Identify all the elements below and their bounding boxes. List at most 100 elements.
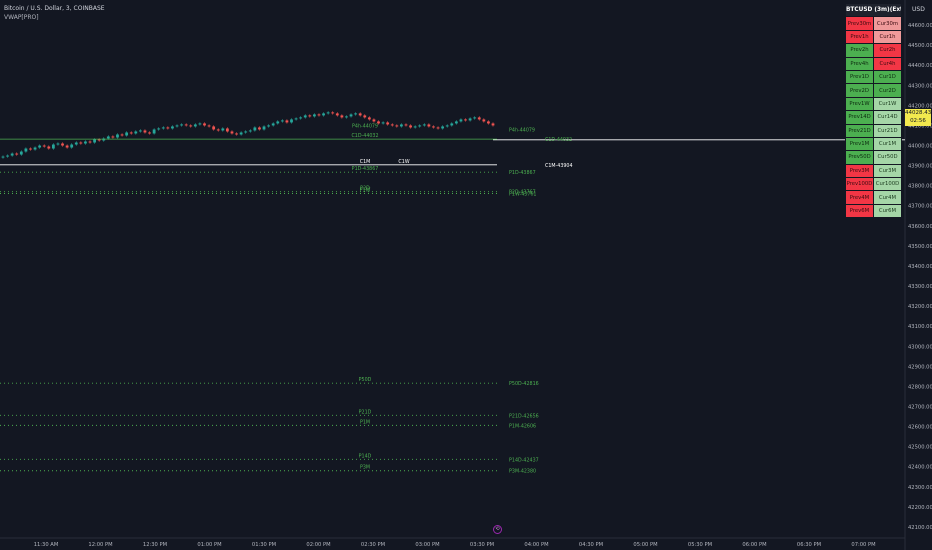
- candle-body: [413, 126, 417, 128]
- candle-body: [322, 113, 325, 116]
- candle-body: [93, 139, 96, 143]
- candle-body: [404, 124, 408, 126]
- chart-legend: Bitcoin / U.S. Dollar, 3, COINBASE VWAP[…: [4, 4, 105, 22]
- level-mid-label: C1D-44032: [351, 133, 378, 139]
- candle-body: [51, 144, 55, 149]
- candle-body: [143, 130, 147, 133]
- candle-body: [15, 153, 19, 155]
- candle-body: [326, 112, 330, 114]
- candle-body: [468, 118, 472, 121]
- x-tick-label: 01:30 PM: [252, 542, 276, 548]
- candle-body: [6, 155, 9, 157]
- replay-icon[interactable]: ⟲: [493, 525, 502, 534]
- candle-body: [285, 120, 289, 123]
- y-tick-label: 42800.00: [908, 384, 932, 390]
- x-tick-label: 06:00 PM: [742, 542, 766, 548]
- candle-body: [171, 126, 174, 129]
- candle-body: [24, 148, 28, 152]
- candle-body: [267, 125, 271, 127]
- vwap-status-table: BTCUSD (3m)(Ext) Prev30m Cur30m Prev1h Cur1…: [845, 2, 902, 219]
- candle-body: [400, 124, 403, 127]
- cur-cell: Cur4M: [873, 190, 902, 205]
- y-tick-label: 44100.00: [908, 123, 932, 129]
- currency-label[interactable]: USD: [912, 6, 925, 13]
- level-right-label: C1D-44032: [545, 137, 572, 143]
- candle-body: [372, 119, 376, 122]
- candle-body: [276, 121, 280, 124]
- candle-body: [335, 113, 339, 116]
- candle-body: [377, 121, 380, 124]
- candle-body: [432, 126, 435, 128]
- cur-cell: Cur2h: [873, 43, 902, 58]
- x-tick-label: 04:30 PM: [579, 542, 603, 548]
- candle-body: [175, 125, 179, 127]
- candle-body: [280, 120, 284, 122]
- candle-body: [317, 114, 321, 116]
- cur-cell: Cur21D: [873, 123, 902, 138]
- prev-cell: Prev21D: [845, 123, 874, 138]
- prev-cell: Prev1D: [845, 69, 874, 85]
- candle-body: [340, 115, 344, 118]
- level-right-label: P1M-42606: [509, 423, 536, 429]
- candle-body: [409, 125, 412, 128]
- y-tick-label: 43500.00: [908, 244, 932, 250]
- candle-body: [395, 125, 399, 127]
- candle-body: [38, 145, 42, 148]
- candle-body: [363, 115, 367, 118]
- cur-cell: Cur2D: [873, 83, 902, 98]
- candle-body: [445, 125, 449, 127]
- y-tick-label: 43900.00: [908, 164, 932, 170]
- table-row: Prev14D Cur14D: [845, 110, 902, 125]
- x-tick-label: 12:30 PM: [143, 542, 167, 548]
- level-right-label: P1W-43761: [509, 191, 536, 197]
- candle-body: [345, 116, 348, 118]
- table-row: Prev1h Cur1h: [845, 29, 902, 45]
- candle-body: [459, 119, 463, 122]
- table-row: Prev30m Cur30m: [845, 16, 902, 31]
- level-right-label: P2D-43767: [509, 190, 536, 196]
- y-tick-label: 44200.00: [908, 103, 932, 109]
- level-mid-label: C1M: [360, 159, 371, 165]
- table-row: Prev50D Cur50D: [845, 150, 902, 165]
- candle-body: [418, 125, 422, 127]
- level-right-label: P14D-42437: [509, 457, 539, 463]
- x-tick-label: 02:00 PM: [306, 542, 330, 548]
- candle-body: [244, 131, 248, 133]
- candle-body: [331, 112, 335, 114]
- cur-cell: Cur100D: [873, 177, 902, 192]
- x-tick-label: 03:30 PM: [470, 542, 494, 548]
- level-mid-label: P1W: [360, 187, 371, 193]
- y-tick-label: 44600.00: [908, 23, 932, 29]
- candle-body: [225, 128, 229, 132]
- candle-body: [491, 123, 495, 126]
- candle-body: [308, 115, 312, 117]
- candle-body: [198, 123, 202, 125]
- level-right-label: C1M-43904: [545, 163, 573, 169]
- y-tick-label: 43400.00: [908, 264, 932, 270]
- y-tick-label: 42200.00: [908, 505, 932, 511]
- table-row: Prev3M Cur3M: [845, 163, 902, 179]
- table-row: Prev4h Cur4h: [845, 56, 902, 71]
- candle-body: [189, 125, 193, 127]
- candle-body: [477, 117, 481, 120]
- candle-body: [290, 119, 293, 123]
- candle-body: [42, 145, 46, 147]
- prev-cell: Prev14D: [845, 110, 874, 125]
- candle-body: [294, 118, 298, 120]
- candle-body: [349, 114, 353, 117]
- candle-body: [216, 129, 220, 131]
- cur-cell: Cur3M: [873, 163, 902, 179]
- candle-body: [303, 115, 307, 118]
- candle-body: [65, 145, 69, 148]
- level-mid-label: P2D: [360, 186, 370, 192]
- table-row: Prev6M Cur6M: [845, 203, 902, 219]
- candle-body: [129, 132, 133, 134]
- candle-body: [157, 128, 161, 130]
- indicator-name: VWAP[PRO]: [4, 14, 39, 21]
- candle-body: [473, 117, 477, 119]
- candle-body: [111, 136, 115, 138]
- y-tick-label: 42400.00: [908, 465, 932, 471]
- candle-body: [88, 141, 92, 143]
- candle-body: [79, 142, 83, 144]
